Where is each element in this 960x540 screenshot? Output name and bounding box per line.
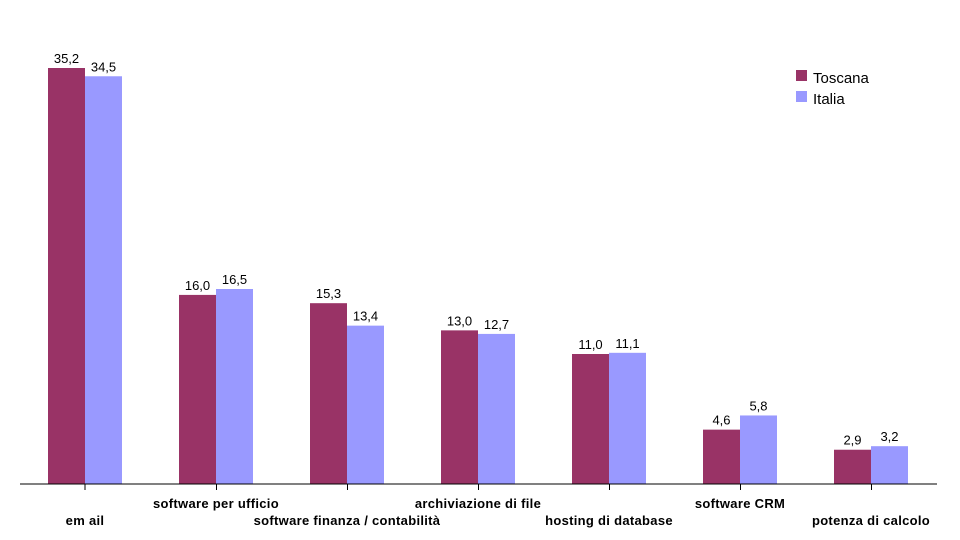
value-label-italia-3: 12,7 bbox=[484, 317, 509, 332]
category-label-2: software finanza / contabilità bbox=[254, 513, 441, 528]
category-label-4: hosting di database bbox=[545, 513, 673, 528]
legend: Toscana Italia bbox=[796, 70, 870, 108]
legend-label-toscana: Toscana bbox=[813, 70, 870, 87]
category-label-0: em ail bbox=[66, 513, 105, 528]
bar-toscana-4 bbox=[572, 354, 609, 484]
bar-italia-2 bbox=[347, 325, 384, 484]
value-label-italia-2: 13,4 bbox=[353, 309, 378, 324]
category-label-5: software CRM bbox=[695, 496, 785, 511]
value-label-italia-0: 34,5 bbox=[91, 59, 116, 74]
bars-group bbox=[48, 68, 908, 484]
legend-swatch-italia bbox=[796, 91, 807, 102]
bar-toscana-0 bbox=[48, 68, 85, 484]
value-label-italia-5: 5,8 bbox=[749, 398, 767, 413]
legend-label-italia: Italia bbox=[813, 91, 845, 108]
legend-swatch-toscana bbox=[796, 70, 807, 81]
bar-italia-0 bbox=[85, 76, 122, 484]
bar-toscana-5 bbox=[703, 429, 740, 484]
category-label-3: archiviazione di file bbox=[415, 496, 541, 511]
value-label-toscana-4: 11,0 bbox=[578, 337, 602, 352]
value-label-italia-6: 3,2 bbox=[880, 429, 898, 444]
category-labels-group: em ail software per ufficio software finan… bbox=[66, 496, 930, 528]
bar-toscana-1 bbox=[179, 294, 216, 484]
value-label-toscana-3: 13,0 bbox=[447, 313, 472, 328]
bar-italia-5 bbox=[740, 415, 777, 484]
x-axis-ticks bbox=[84, 484, 872, 490]
bar-italia-6 bbox=[871, 446, 908, 484]
bar-italia-4 bbox=[609, 352, 646, 484]
value-label-toscana-6: 2,9 bbox=[843, 433, 861, 448]
bar-toscana-2 bbox=[310, 303, 347, 484]
value-label-toscana-0: 35,2 bbox=[54, 51, 79, 66]
bar-italia-1 bbox=[216, 289, 253, 484]
bar-toscana-6 bbox=[834, 449, 871, 484]
value-label-toscana-1: 16,0 bbox=[185, 278, 210, 293]
category-label-6: potenza di calcolo bbox=[812, 513, 930, 528]
value-labels-group: 35,2 34,5 16,0 16,5 15,3 13,4 13,0 12,7 11,0 11,1… bbox=[54, 51, 899, 448]
value-label-italia-4: 11,1 bbox=[615, 336, 639, 351]
value-label-toscana-5: 4,6 bbox=[712, 413, 730, 428]
value-label-toscana-2: 15,3 bbox=[316, 286, 341, 301]
category-label-1: software per ufficio bbox=[153, 496, 279, 511]
value-label-italia-1: 16,5 bbox=[222, 272, 247, 287]
bar-toscana-3 bbox=[441, 330, 478, 484]
bar-italia-3 bbox=[478, 333, 515, 484]
